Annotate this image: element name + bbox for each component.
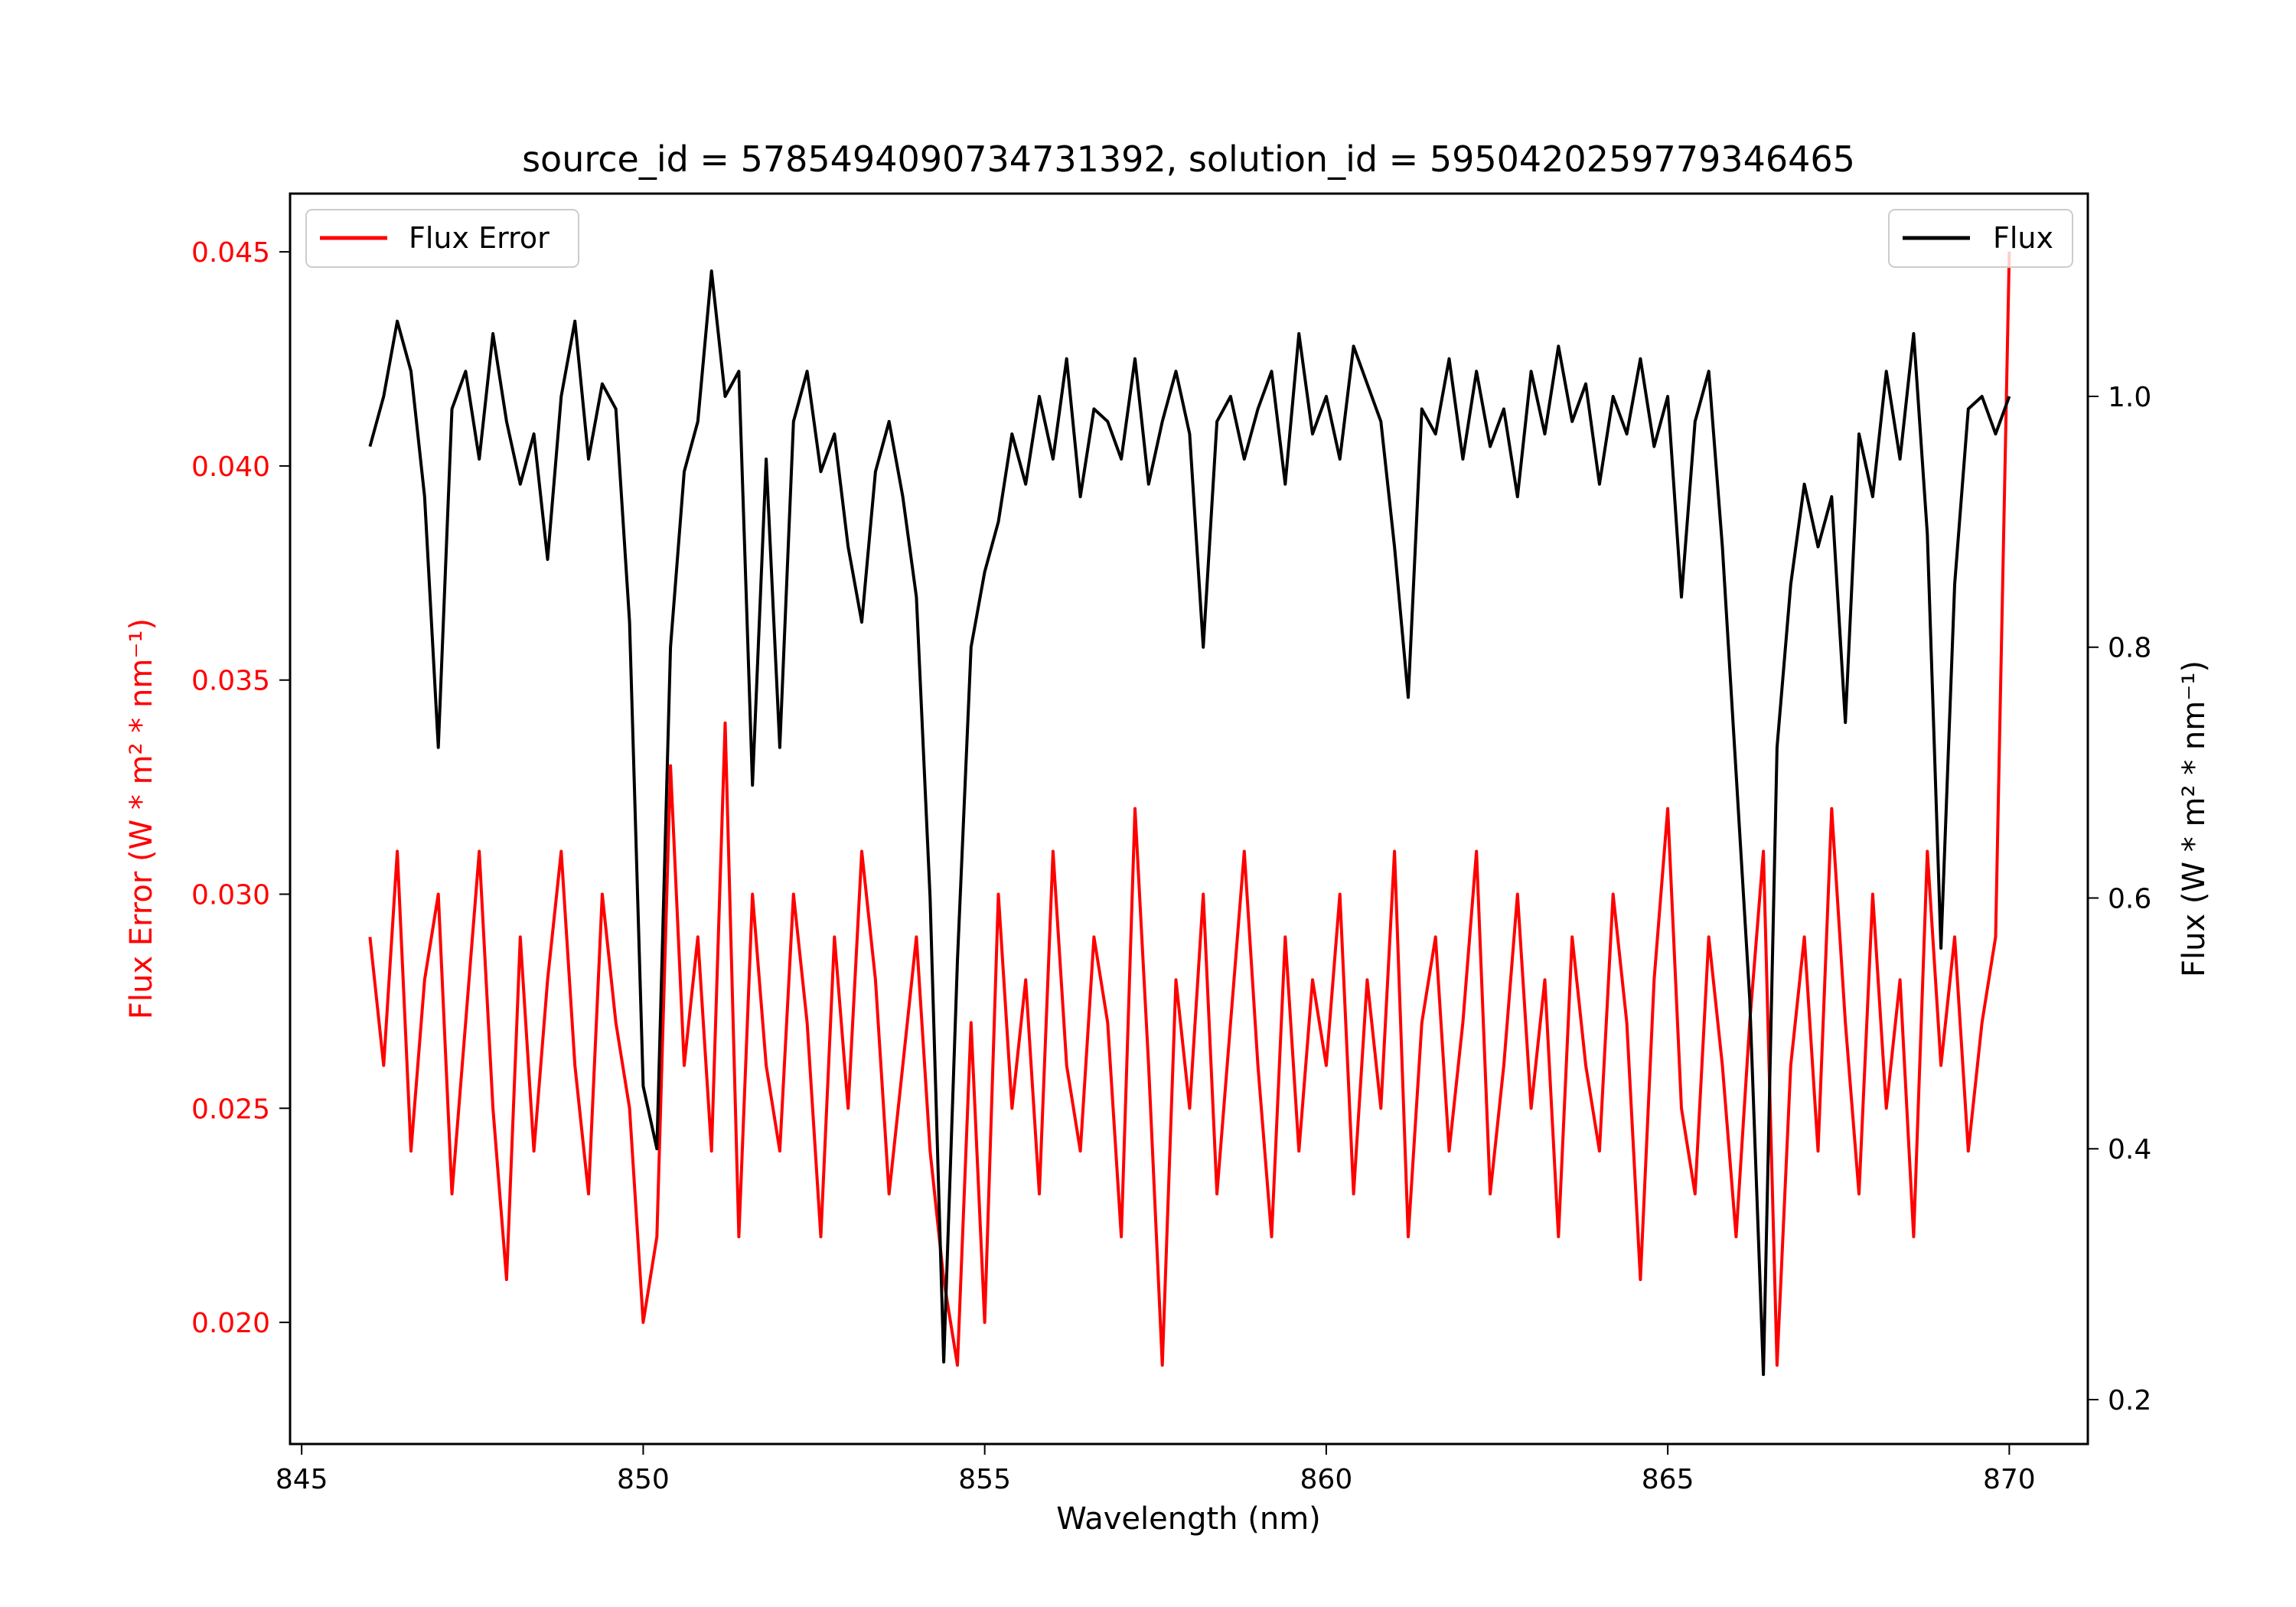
y-left-tick-label: 0.020 bbox=[191, 1308, 270, 1339]
x-tick-label: 870 bbox=[1983, 1464, 2036, 1495]
y-left-tick-label: 0.025 bbox=[191, 1094, 270, 1125]
y-right-tick-label: 1.0 bbox=[2108, 382, 2151, 413]
legend-label-flux-error: Flux Error bbox=[409, 221, 550, 255]
y-right-tick-label: 0.2 bbox=[2108, 1385, 2151, 1416]
legend-flux-error: Flux Error bbox=[305, 209, 579, 268]
x-tick-label: 860 bbox=[1300, 1464, 1353, 1495]
x-tick-label: 850 bbox=[617, 1464, 670, 1495]
y-axis-label-left: Flux Error (W * m² * nm⁻¹) bbox=[124, 618, 159, 1019]
legend-box bbox=[305, 209, 579, 268]
legend-box bbox=[1888, 209, 2073, 268]
x-tick-label: 855 bbox=[958, 1464, 1011, 1495]
y-right-tick-label: 0.4 bbox=[2108, 1134, 2151, 1165]
y-left-tick-label: 0.030 bbox=[191, 879, 270, 911]
x-tick-label: 845 bbox=[276, 1464, 328, 1495]
x-tick-label: 865 bbox=[1642, 1464, 1694, 1495]
x-axis-label: Wavelength (nm) bbox=[1056, 1501, 1321, 1537]
y-right-tick-label: 0.8 bbox=[2108, 633, 2151, 664]
y-left-tick-label: 0.035 bbox=[191, 666, 270, 697]
axes-frame bbox=[289, 192, 2089, 1446]
y-left-tick-label: 0.040 bbox=[191, 451, 270, 483]
chart-title: source_id = 5785494090734731392, solutio… bbox=[522, 139, 1855, 180]
plot-area: 845 850 855 860 865 870 0.020 0.025 0.030 0.035 0.… bbox=[191, 192, 2151, 1495]
legend-flux: Flux bbox=[1888, 209, 2073, 268]
y-left-tick-label: 0.045 bbox=[191, 237, 270, 269]
y-axis-label-right: Flux (W * m² * nm⁻¹) bbox=[2177, 660, 2212, 977]
flux-error-line bbox=[368, 252, 2011, 1367]
legend-label-flux: Flux bbox=[1993, 221, 2053, 255]
flux-line bbox=[368, 269, 2011, 1377]
y-right-tick-label: 0.6 bbox=[2108, 883, 2151, 914]
